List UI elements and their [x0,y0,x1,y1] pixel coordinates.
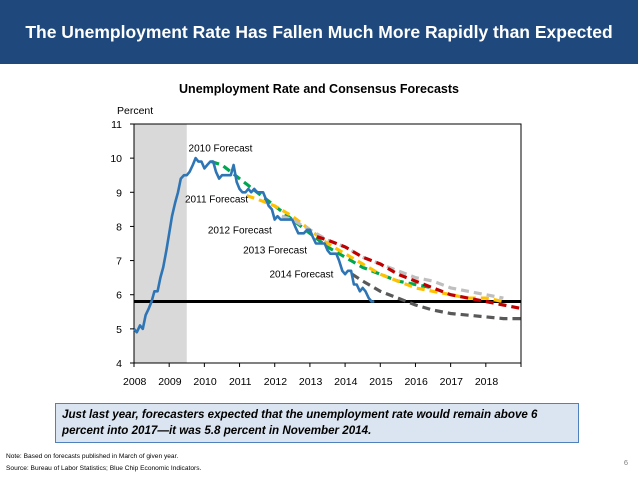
forecast-line-2012 [281,214,504,300]
forecast-label-2011: 2011 Forecast [185,195,248,206]
x-tick-label: 2015 [369,376,393,388]
y-tick-label: 6 [116,290,122,302]
page-title: The Unemployment Rate Has Fallen Much Mo… [25,21,613,42]
x-tick-label: 2014 [334,376,358,388]
page-number: 6 [623,458,628,467]
forecast-line-2011 [246,194,504,304]
y-axis-label: Percent [117,105,153,117]
actual-unemployment-line [132,156,375,334]
forecast-label-2014: 2014 Forecast [269,270,333,281]
forecast-label-2012: 2012 Forecast [208,225,272,236]
callout-text: Just last year, forecasters expected tha… [62,408,538,437]
y-tick-label: 5 [116,324,122,336]
plot-frame [133,123,522,364]
x-tick-label: 2009 [158,376,182,388]
forecast-label-2010: 2010 Forecast [189,143,253,154]
y-tick-label: 10 [110,153,122,165]
x-tick-label: 2010 [193,376,217,388]
x-tick-label: 2013 [299,376,323,388]
footnote-note: Note: Based on forecasts published in Ma… [6,453,179,460]
forecast-line-2010 [210,160,434,290]
x-tick-label: 2011 [229,376,252,388]
x-tick-label: 2008 [123,376,147,388]
x-tick-label: 2016 [404,376,428,388]
y-tick-label: 11 [111,119,122,131]
y-tick-label: 8 [116,221,122,233]
x-tick-label: 2012 [264,376,288,388]
forecast-line-2014 [351,272,521,321]
header-banner: The Unemployment Rate Has Fallen Much Mo… [0,0,638,64]
forecast-label-2013: 2013 Forecast [243,246,307,257]
callout-box: Just last year, forecasters expected tha… [55,403,579,443]
chart-title: Unemployment Rate and Consensus Forecast… [179,82,459,96]
forecast-line-2013 [316,235,522,310]
footnote-source: Source: Bureau of Labor Statistics; Blue… [6,465,202,472]
y-tick-label: 9 [116,187,122,199]
y-tick-label: 7 [116,256,122,268]
x-tick-label: 2017 [440,376,464,388]
y-tick-label: 4 [116,358,122,370]
x-tick-label: 2018 [475,376,499,388]
unemployment-chart: 4 5 6 7 8 9 10 11 Percent 2008 2009 2010 2011 2012 201… [110,105,522,388]
